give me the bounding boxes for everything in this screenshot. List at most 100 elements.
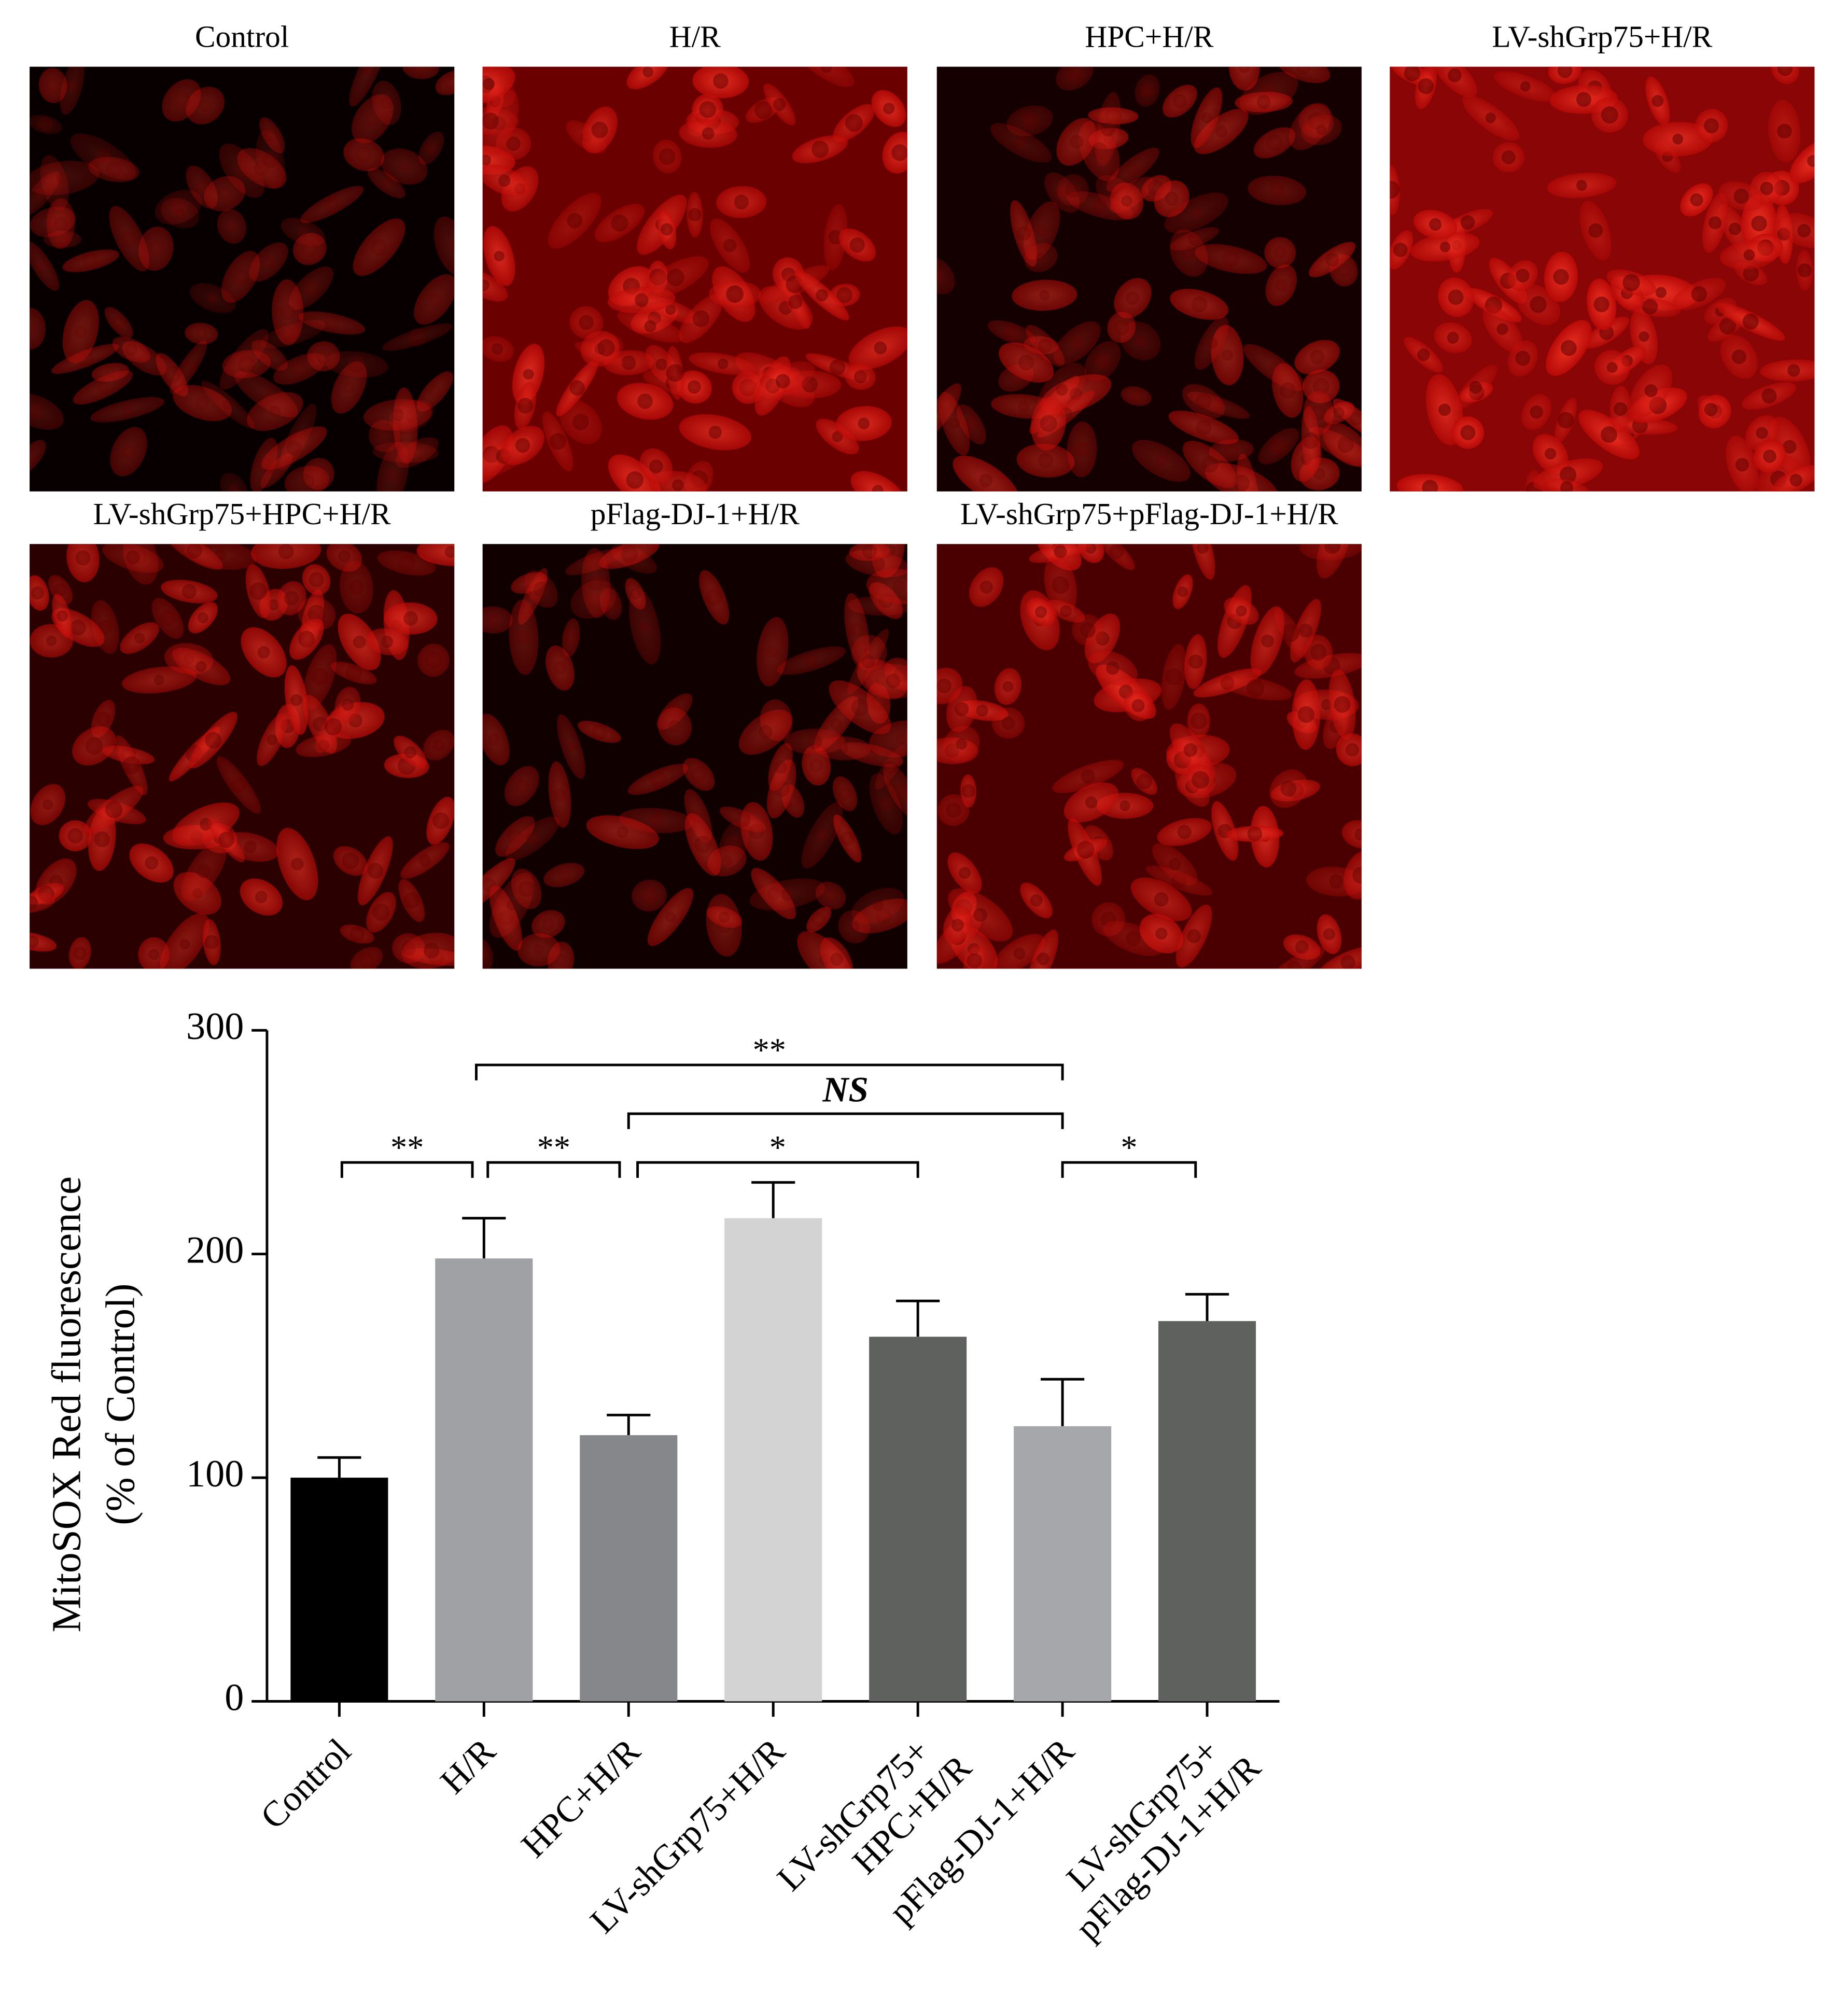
nucleus [1337, 436, 1354, 453]
cell [241, 627, 287, 678]
cell [60, 66, 85, 115]
nucleus [1516, 269, 1530, 283]
nucleus [572, 413, 589, 430]
cell [366, 628, 409, 655]
nucleus [482, 279, 489, 291]
nucleus [347, 355, 366, 373]
nucleus [1177, 586, 1188, 597]
cell [943, 726, 980, 762]
nucleus [391, 409, 404, 422]
cell [30, 242, 59, 291]
cell [302, 564, 331, 595]
cell [829, 680, 891, 735]
nucleus [961, 784, 975, 798]
cell [418, 132, 444, 165]
cell [777, 646, 846, 675]
nucleus [774, 760, 787, 774]
nucleus [195, 328, 207, 340]
nucleus [1325, 252, 1339, 267]
cell [38, 68, 67, 103]
nucleus [325, 718, 342, 736]
nucleus [1197, 544, 1209, 554]
cell [247, 392, 303, 431]
cell [1318, 946, 1362, 969]
cell [366, 892, 396, 933]
nucleus [381, 636, 394, 648]
label-line: H/R [432, 1730, 503, 1801]
nucleus [186, 544, 202, 559]
nucleus [639, 621, 650, 632]
cell [625, 578, 646, 610]
nucleus [38, 117, 53, 132]
nucleus [1092, 198, 1108, 214]
cell [1024, 243, 1058, 272]
nucleus [1269, 182, 1285, 199]
cell [161, 198, 200, 229]
nucleus [1742, 313, 1759, 330]
bar [724, 1218, 822, 1702]
cell [272, 279, 304, 345]
nucleus [121, 230, 137, 247]
nucleus [874, 341, 887, 355]
nucleus [1731, 349, 1746, 364]
nucleus [1273, 246, 1286, 259]
cell [88, 157, 139, 182]
cell [333, 846, 368, 876]
cell [120, 622, 159, 654]
nucleus [1233, 474, 1250, 492]
panel-title: LV-shGrp75+HPC+H/R [93, 497, 391, 531]
nucleus [1704, 118, 1719, 134]
cell [833, 815, 862, 863]
cell [992, 708, 1025, 739]
nucleus [692, 310, 710, 327]
nucleus [506, 136, 521, 151]
cell [382, 324, 453, 351]
x-tick-label: HPC+H/R [513, 1730, 648, 1865]
cell [222, 350, 271, 378]
cell [1170, 289, 1229, 320]
nucleus [936, 678, 951, 694]
cell [281, 218, 326, 246]
nucleus [1054, 545, 1067, 558]
cell [619, 808, 693, 833]
nucleus [694, 836, 712, 853]
nucleus [853, 370, 867, 384]
nucleus [1030, 894, 1043, 907]
bar [1158, 1321, 1256, 1702]
significance-label: NS [822, 1069, 869, 1109]
nucleus [70, 620, 86, 636]
nucleus [754, 101, 773, 119]
cell [936, 257, 955, 294]
cell [59, 820, 92, 851]
cell [1194, 108, 1249, 155]
nucleus [316, 348, 331, 364]
nucleus [506, 900, 517, 911]
cell [251, 544, 321, 569]
cell [307, 341, 340, 371]
nucleus [849, 622, 864, 637]
nucleus [1065, 182, 1081, 198]
cell [284, 665, 309, 735]
nucleus [1195, 392, 1212, 410]
nucleus [1417, 348, 1430, 361]
cell [1114, 278, 1152, 318]
micrograph [1390, 66, 1815, 492]
micrograph [936, 544, 1362, 969]
nucleus [217, 186, 232, 201]
nucleus [1672, 133, 1684, 145]
nucleus [1316, 124, 1327, 135]
nucleus [1034, 606, 1047, 618]
cell [1026, 597, 1056, 627]
nucleus [1081, 769, 1096, 784]
nucleus [482, 113, 499, 130]
cell [866, 568, 907, 605]
cell [115, 735, 148, 795]
nucleus [1135, 335, 1146, 347]
micrograph [30, 66, 455, 492]
nucleus [1593, 297, 1609, 313]
cell [161, 580, 218, 603]
cell [505, 817, 560, 861]
nucleus [380, 96, 393, 109]
nucleus [173, 91, 191, 109]
nucleus [979, 473, 993, 487]
